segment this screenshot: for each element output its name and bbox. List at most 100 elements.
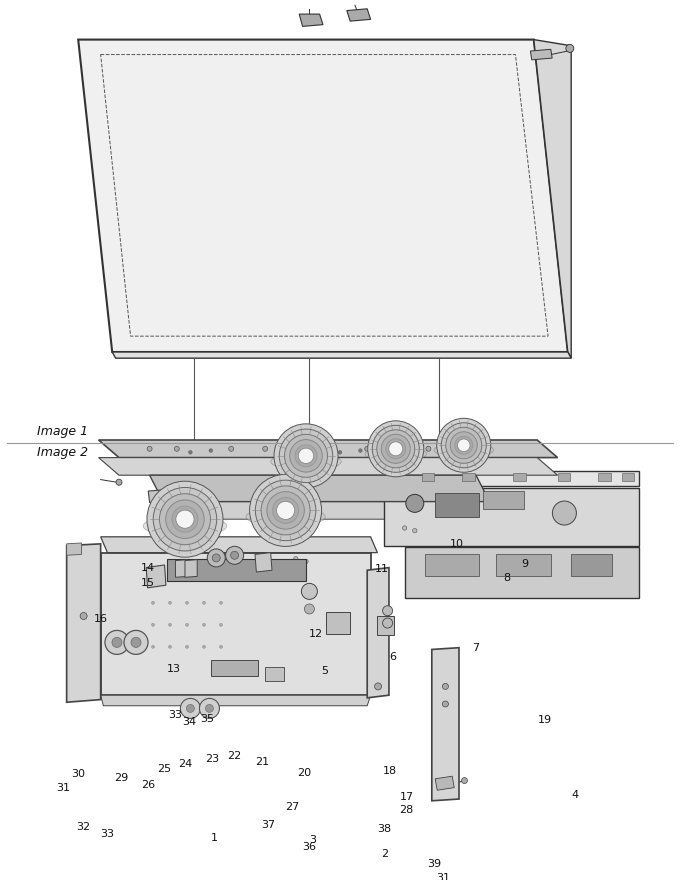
Circle shape xyxy=(389,442,403,456)
Polygon shape xyxy=(255,553,272,572)
Text: 12: 12 xyxy=(309,628,323,639)
Bar xyxy=(622,473,634,481)
Polygon shape xyxy=(534,40,571,358)
Circle shape xyxy=(301,583,318,599)
Polygon shape xyxy=(384,488,639,546)
Circle shape xyxy=(124,630,148,655)
Circle shape xyxy=(152,623,154,627)
Text: 11: 11 xyxy=(375,564,389,575)
Text: 28: 28 xyxy=(400,805,413,816)
Polygon shape xyxy=(99,458,558,475)
Circle shape xyxy=(261,486,310,535)
Circle shape xyxy=(250,474,322,546)
Circle shape xyxy=(212,554,220,562)
Circle shape xyxy=(473,446,479,451)
Text: 36: 36 xyxy=(303,842,316,853)
Polygon shape xyxy=(101,553,371,695)
Circle shape xyxy=(290,440,322,472)
Polygon shape xyxy=(211,660,258,676)
Circle shape xyxy=(180,699,201,718)
Circle shape xyxy=(406,495,424,512)
Bar xyxy=(513,473,526,481)
Circle shape xyxy=(152,645,154,649)
Circle shape xyxy=(304,560,308,563)
Text: 23: 23 xyxy=(205,753,219,764)
Circle shape xyxy=(364,446,370,451)
Polygon shape xyxy=(148,488,184,502)
Text: 17: 17 xyxy=(400,792,413,803)
Circle shape xyxy=(169,645,171,649)
Polygon shape xyxy=(175,560,188,577)
Polygon shape xyxy=(150,502,490,519)
Polygon shape xyxy=(405,547,639,598)
Circle shape xyxy=(166,500,204,539)
Polygon shape xyxy=(367,568,389,698)
Text: 18: 18 xyxy=(384,766,397,776)
Circle shape xyxy=(386,439,406,458)
Bar xyxy=(377,616,394,635)
Text: 21: 21 xyxy=(255,757,269,767)
Polygon shape xyxy=(530,49,552,60)
Ellipse shape xyxy=(143,516,226,537)
Polygon shape xyxy=(67,544,101,702)
Text: 9: 9 xyxy=(522,559,528,569)
Text: 16: 16 xyxy=(94,613,107,624)
Polygon shape xyxy=(435,776,454,790)
Bar xyxy=(558,473,570,481)
Circle shape xyxy=(462,778,467,783)
Text: 5: 5 xyxy=(322,665,328,676)
Circle shape xyxy=(455,436,473,454)
Text: 37: 37 xyxy=(262,820,275,831)
Text: 7: 7 xyxy=(473,642,479,653)
Circle shape xyxy=(437,418,491,473)
Polygon shape xyxy=(347,9,371,21)
Circle shape xyxy=(403,525,407,530)
Circle shape xyxy=(205,704,214,713)
Circle shape xyxy=(299,448,313,464)
Circle shape xyxy=(446,428,481,463)
Circle shape xyxy=(375,683,381,690)
Circle shape xyxy=(105,630,129,655)
Circle shape xyxy=(413,528,417,532)
Bar xyxy=(265,667,284,681)
Circle shape xyxy=(176,510,194,528)
Ellipse shape xyxy=(271,453,341,471)
Text: 13: 13 xyxy=(167,664,180,674)
Polygon shape xyxy=(99,440,558,458)
Text: 39: 39 xyxy=(427,859,441,869)
Text: 8: 8 xyxy=(503,573,510,583)
Text: 32: 32 xyxy=(76,822,90,832)
Polygon shape xyxy=(153,506,187,524)
Polygon shape xyxy=(146,565,166,588)
Circle shape xyxy=(153,488,217,551)
Circle shape xyxy=(284,435,328,477)
Circle shape xyxy=(383,618,392,628)
Bar xyxy=(571,554,612,576)
Text: 19: 19 xyxy=(539,715,552,725)
Circle shape xyxy=(279,429,333,482)
Circle shape xyxy=(372,425,420,473)
Text: 26: 26 xyxy=(141,780,155,790)
Text: 14: 14 xyxy=(141,562,155,573)
Circle shape xyxy=(207,549,225,567)
Circle shape xyxy=(458,439,470,451)
Circle shape xyxy=(169,623,171,627)
Ellipse shape xyxy=(365,446,426,461)
Text: 6: 6 xyxy=(390,652,396,663)
Polygon shape xyxy=(101,695,371,706)
Circle shape xyxy=(262,446,268,451)
Text: 35: 35 xyxy=(201,714,214,724)
Circle shape xyxy=(186,623,188,627)
Circle shape xyxy=(186,601,188,605)
Circle shape xyxy=(256,480,316,540)
Circle shape xyxy=(172,506,198,532)
Ellipse shape xyxy=(246,507,325,527)
Text: 2: 2 xyxy=(381,848,388,859)
Text: 4: 4 xyxy=(571,789,578,800)
Text: 25: 25 xyxy=(158,764,171,774)
Circle shape xyxy=(443,684,448,689)
Circle shape xyxy=(305,604,314,614)
Text: 38: 38 xyxy=(377,824,391,834)
Circle shape xyxy=(226,546,243,564)
Text: 10: 10 xyxy=(450,539,464,549)
